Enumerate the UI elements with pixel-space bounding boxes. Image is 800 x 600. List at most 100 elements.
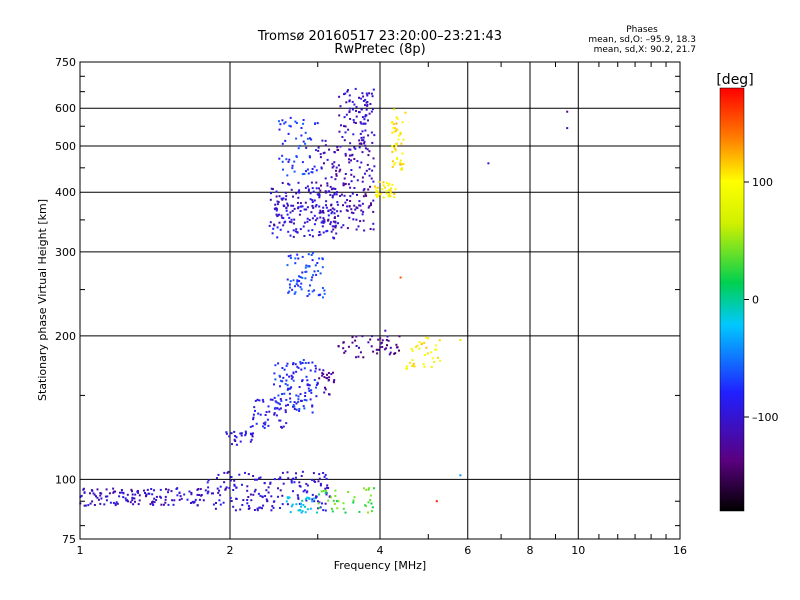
colorbar-tick-label: –100 (752, 411, 779, 424)
y-tick-label: 750 (55, 56, 76, 69)
data-point (266, 418, 269, 421)
data-point (325, 200, 328, 203)
data-point (321, 266, 324, 269)
data-point (342, 347, 345, 350)
data-point (363, 142, 366, 145)
data-point (258, 399, 261, 402)
data-point (415, 345, 417, 348)
data-point (316, 217, 319, 220)
data-point (396, 117, 399, 120)
data-point (366, 148, 369, 151)
data-point (367, 341, 370, 344)
data-point (306, 185, 309, 188)
data-point (279, 489, 282, 492)
data-point (262, 425, 264, 428)
data-point (392, 123, 395, 126)
data-point (80, 494, 83, 497)
data-point (235, 436, 238, 439)
data-point (353, 204, 356, 207)
data-point (332, 165, 335, 168)
data-point (295, 472, 297, 475)
data-point (435, 500, 438, 503)
data-point (364, 115, 367, 118)
data-point (331, 510, 334, 513)
data-point (332, 499, 335, 502)
x-tick-label: 8 (527, 544, 534, 557)
data-point (290, 221, 293, 224)
data-point (302, 225, 305, 228)
data-point (216, 487, 219, 490)
data-point (313, 379, 316, 381)
data-point (264, 414, 267, 416)
data-point (329, 221, 332, 224)
data-point (251, 435, 254, 438)
data-point (314, 122, 317, 125)
data-point (364, 104, 366, 107)
data-point (399, 276, 402, 279)
data-point (371, 506, 374, 509)
data-point (153, 489, 155, 492)
data-point (281, 182, 284, 184)
data-point (301, 271, 304, 274)
data-point (283, 205, 286, 208)
data-point (285, 404, 287, 407)
data-point (434, 348, 437, 351)
data-point (371, 335, 373, 338)
data-point (350, 154, 353, 157)
data-point (327, 219, 329, 222)
data-point (368, 168, 371, 171)
data-point (319, 233, 322, 236)
y-tick-label: 500 (55, 140, 76, 153)
data-point (232, 489, 235, 491)
data-point (255, 422, 258, 425)
data-point (334, 188, 337, 190)
data-point (311, 500, 314, 503)
data-point (233, 484, 236, 487)
data-point (212, 492, 214, 495)
data-point (281, 154, 284, 157)
data-point (275, 207, 278, 210)
data-point (247, 505, 250, 507)
data-point (387, 195, 390, 198)
data-point (290, 204, 293, 207)
colorbar-label: [deg] (716, 72, 753, 88)
data-point (288, 216, 291, 219)
data-point (322, 296, 324, 299)
data-point (383, 186, 386, 189)
data-point (319, 506, 322, 509)
data-point (233, 430, 236, 433)
data-point (289, 234, 292, 237)
data-point (293, 160, 296, 163)
data-point (273, 223, 275, 226)
data-point (308, 219, 311, 221)
data-point (272, 506, 275, 509)
data-point (385, 190, 388, 193)
data-point (319, 484, 322, 487)
data-point (321, 220, 324, 223)
data-point (566, 110, 569, 113)
data-point (303, 489, 306, 492)
data-point (170, 490, 173, 493)
data-point (370, 177, 373, 180)
data-point (367, 119, 369, 122)
data-point (288, 375, 291, 378)
data-point (353, 121, 356, 124)
data-point (322, 217, 325, 220)
data-point (277, 487, 279, 490)
data-point (401, 163, 403, 166)
data-point (309, 198, 312, 201)
data-point (327, 379, 330, 381)
data-point (323, 220, 326, 223)
data-point (293, 401, 296, 404)
data-point (352, 212, 355, 215)
data-point (402, 162, 405, 165)
data-point (302, 119, 305, 121)
data-point (355, 356, 357, 359)
data-point (487, 162, 490, 165)
data-point (325, 477, 328, 480)
data-point (363, 229, 366, 232)
data-point (301, 276, 304, 279)
data-point (287, 477, 290, 480)
data-point (335, 174, 338, 177)
data-point (242, 499, 245, 502)
